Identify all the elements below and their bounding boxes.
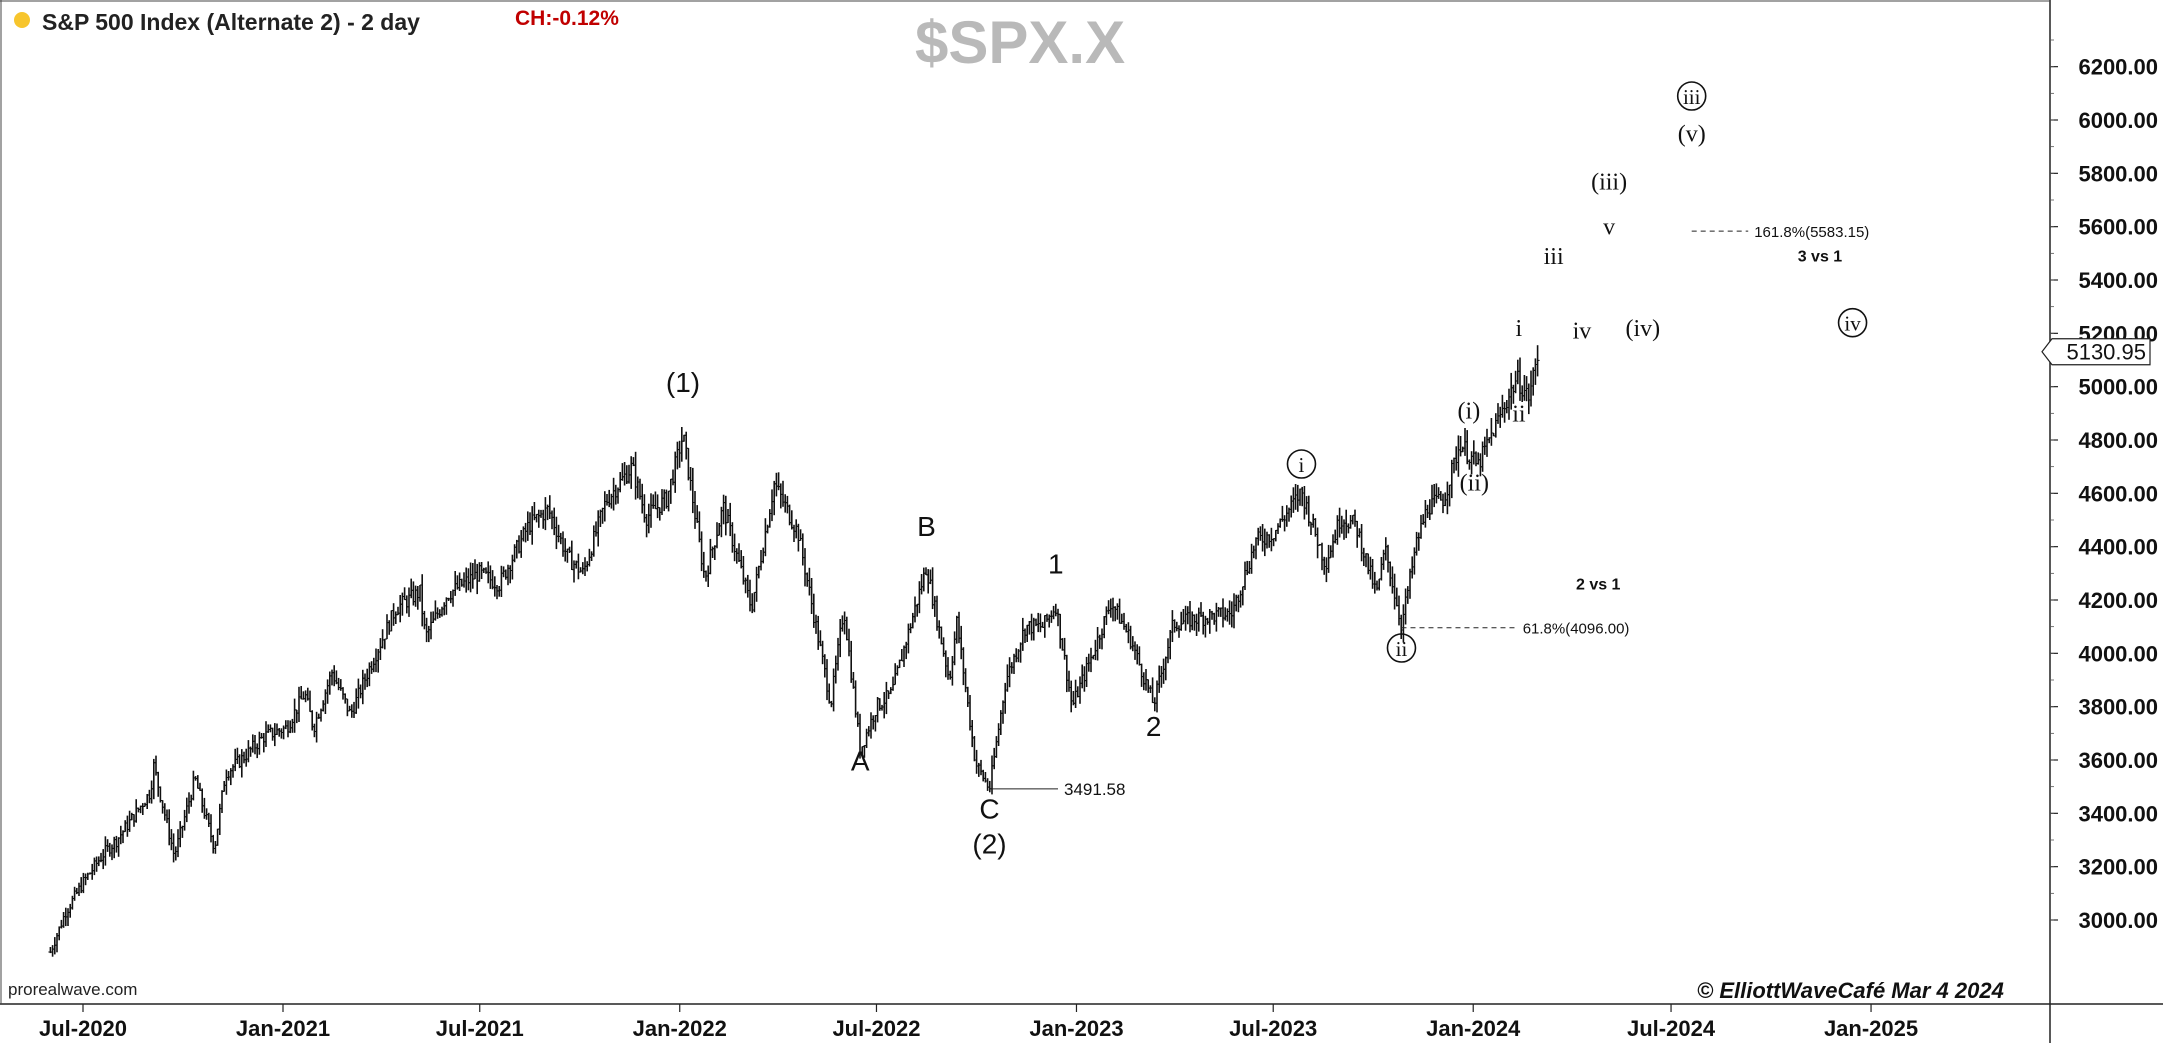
ohlc-bar bbox=[407, 587, 411, 617]
ohlc-bar bbox=[297, 686, 301, 722]
x-tick-label: Jan-2023 bbox=[1029, 1016, 1123, 1041]
wave-label: iii bbox=[1683, 85, 1701, 109]
wave-label: ii bbox=[1396, 637, 1408, 661]
x-tick-label: Jan-2022 bbox=[633, 1016, 727, 1041]
level-line: 3491.58 bbox=[989, 780, 1125, 799]
copyright-credit: © ElliottWaveCafé Mar 4 2024 bbox=[1697, 978, 2004, 1003]
ohlc-bar bbox=[484, 567, 488, 574]
ohlc-bar bbox=[451, 589, 455, 607]
ohlc-bar bbox=[125, 815, 130, 837]
wave-label: iv bbox=[1573, 319, 1592, 345]
wave-label: C bbox=[979, 794, 999, 825]
ohlc-bar bbox=[283, 720, 288, 730]
y-tick-label: 4800.00 bbox=[2078, 428, 2158, 453]
circled-wave-label: i bbox=[1286, 449, 1317, 479]
wave-label: 2 bbox=[1146, 711, 1162, 742]
wave-label: (v) bbox=[1678, 121, 1706, 147]
ohlc-bar bbox=[330, 669, 334, 686]
wave-label: 1 bbox=[1048, 548, 1064, 579]
wave-label: A bbox=[851, 746, 870, 777]
circled-wave-label: ii bbox=[1386, 633, 1417, 663]
y-tick-label: 5000.00 bbox=[2078, 375, 2158, 400]
y-tick-label: 3800.00 bbox=[2078, 695, 2158, 720]
wave-label: ii bbox=[1512, 401, 1526, 427]
ohlc-bar bbox=[440, 606, 444, 617]
level-label: 61.8%(4096.00) bbox=[1523, 621, 1630, 638]
y-tick-label: 6200.00 bbox=[2078, 55, 2158, 80]
level-label: 3491.58 bbox=[1064, 780, 1125, 799]
wave-label: (1) bbox=[666, 367, 700, 398]
x-tick-label: Jan-2024 bbox=[1426, 1016, 1521, 1041]
ohlc-bar bbox=[308, 690, 312, 713]
y-tick-label: 3200.00 bbox=[2078, 855, 2158, 880]
x-tick-label: Jul-2022 bbox=[832, 1016, 920, 1041]
ohlc-bar bbox=[506, 564, 510, 586]
x-tick-label: Jul-2024 bbox=[1627, 1016, 1716, 1041]
ohlc-bar bbox=[429, 611, 433, 640]
ratio-note: 2 vs 1 bbox=[1576, 576, 1621, 593]
y-tick-label: 3600.00 bbox=[2078, 748, 2158, 773]
x-tick-label: Jul-2020 bbox=[39, 1016, 127, 1041]
ohlc-bar bbox=[363, 673, 367, 690]
ohlc-bar bbox=[1137, 646, 1142, 666]
y-tick-label: 5800.00 bbox=[2078, 161, 2158, 186]
ohlc-bar bbox=[448, 591, 453, 604]
y-tick-label: 4200.00 bbox=[2078, 588, 2158, 613]
wave-label: (iv) bbox=[1625, 316, 1660, 342]
y-tick-label: 5600.00 bbox=[2078, 215, 2158, 240]
data-source-label: prorealwave.com bbox=[8, 980, 138, 999]
ratio-note: 3 vs 1 bbox=[1798, 248, 1843, 265]
last-price-label: 5130.95 bbox=[2066, 340, 2146, 365]
wave-label: (iii) bbox=[1591, 169, 1627, 195]
wave-label: (2) bbox=[972, 828, 1006, 859]
y-tick-label: 4000.00 bbox=[2078, 641, 2158, 666]
y-tick-label: 3400.00 bbox=[2078, 801, 2158, 826]
x-tick-label: Jul-2023 bbox=[1229, 1016, 1317, 1041]
ohlc-bar bbox=[462, 572, 466, 588]
wave-label: i bbox=[1516, 316, 1523, 342]
ohlc-bar bbox=[385, 614, 389, 640]
circled-wave-label: iv bbox=[1837, 307, 1868, 338]
x-tick-label: Jan-2025 bbox=[1824, 1016, 1918, 1041]
level-line: 161.8%(5583.15) bbox=[1691, 224, 1869, 241]
y-tick-label: 3000.00 bbox=[2078, 908, 2158, 933]
change-percent: CH:-0.12% bbox=[515, 7, 619, 30]
ohlc-bar bbox=[508, 565, 513, 584]
ohlc-bar bbox=[341, 687, 345, 700]
wave-label: (ii) bbox=[1460, 471, 1489, 497]
y-tick-label: 5400.00 bbox=[2078, 268, 2158, 293]
status-dot-icon bbox=[14, 12, 30, 28]
ohlc-bar bbox=[286, 720, 290, 738]
level-label: 161.8%(5583.15) bbox=[1754, 224, 1869, 241]
wave-label: iv bbox=[1844, 312, 1861, 336]
ohlc-bar bbox=[352, 701, 356, 718]
ohlc-bar bbox=[418, 584, 422, 602]
chart-title: S&P 500 Index (Alternate 2) - 2 day bbox=[42, 9, 420, 35]
ohlc-bar bbox=[495, 585, 499, 600]
ohlc-bar bbox=[1489, 418, 1494, 446]
ohlc-bar bbox=[275, 723, 279, 735]
ohlc-bar bbox=[1535, 345, 1540, 377]
wave-label: (i) bbox=[1458, 399, 1481, 425]
wave-label: i bbox=[1299, 453, 1305, 477]
wave-label: B bbox=[917, 511, 936, 542]
last-price-box: 5130.95 bbox=[2041, 338, 2151, 366]
level-line: 61.8%(4096.00) bbox=[1401, 621, 1629, 638]
wave-label: iii bbox=[1544, 244, 1564, 270]
y-tick-label: 4400.00 bbox=[2078, 535, 2158, 560]
x-tick-label: Jan-2021 bbox=[236, 1016, 330, 1041]
ohlc-bar bbox=[473, 559, 477, 580]
wave-label: v bbox=[1603, 215, 1615, 241]
y-tick-label: 4600.00 bbox=[2078, 481, 2158, 506]
symbol-watermark: $SPX.X bbox=[915, 9, 1126, 76]
x-tick-label: Jul-2021 bbox=[436, 1016, 524, 1041]
circled-wave-label: iii bbox=[1676, 81, 1707, 111]
y-tick-label: 6000.00 bbox=[2078, 108, 2158, 133]
ohlc-bar bbox=[264, 721, 268, 747]
ohlc-bar bbox=[396, 606, 400, 616]
